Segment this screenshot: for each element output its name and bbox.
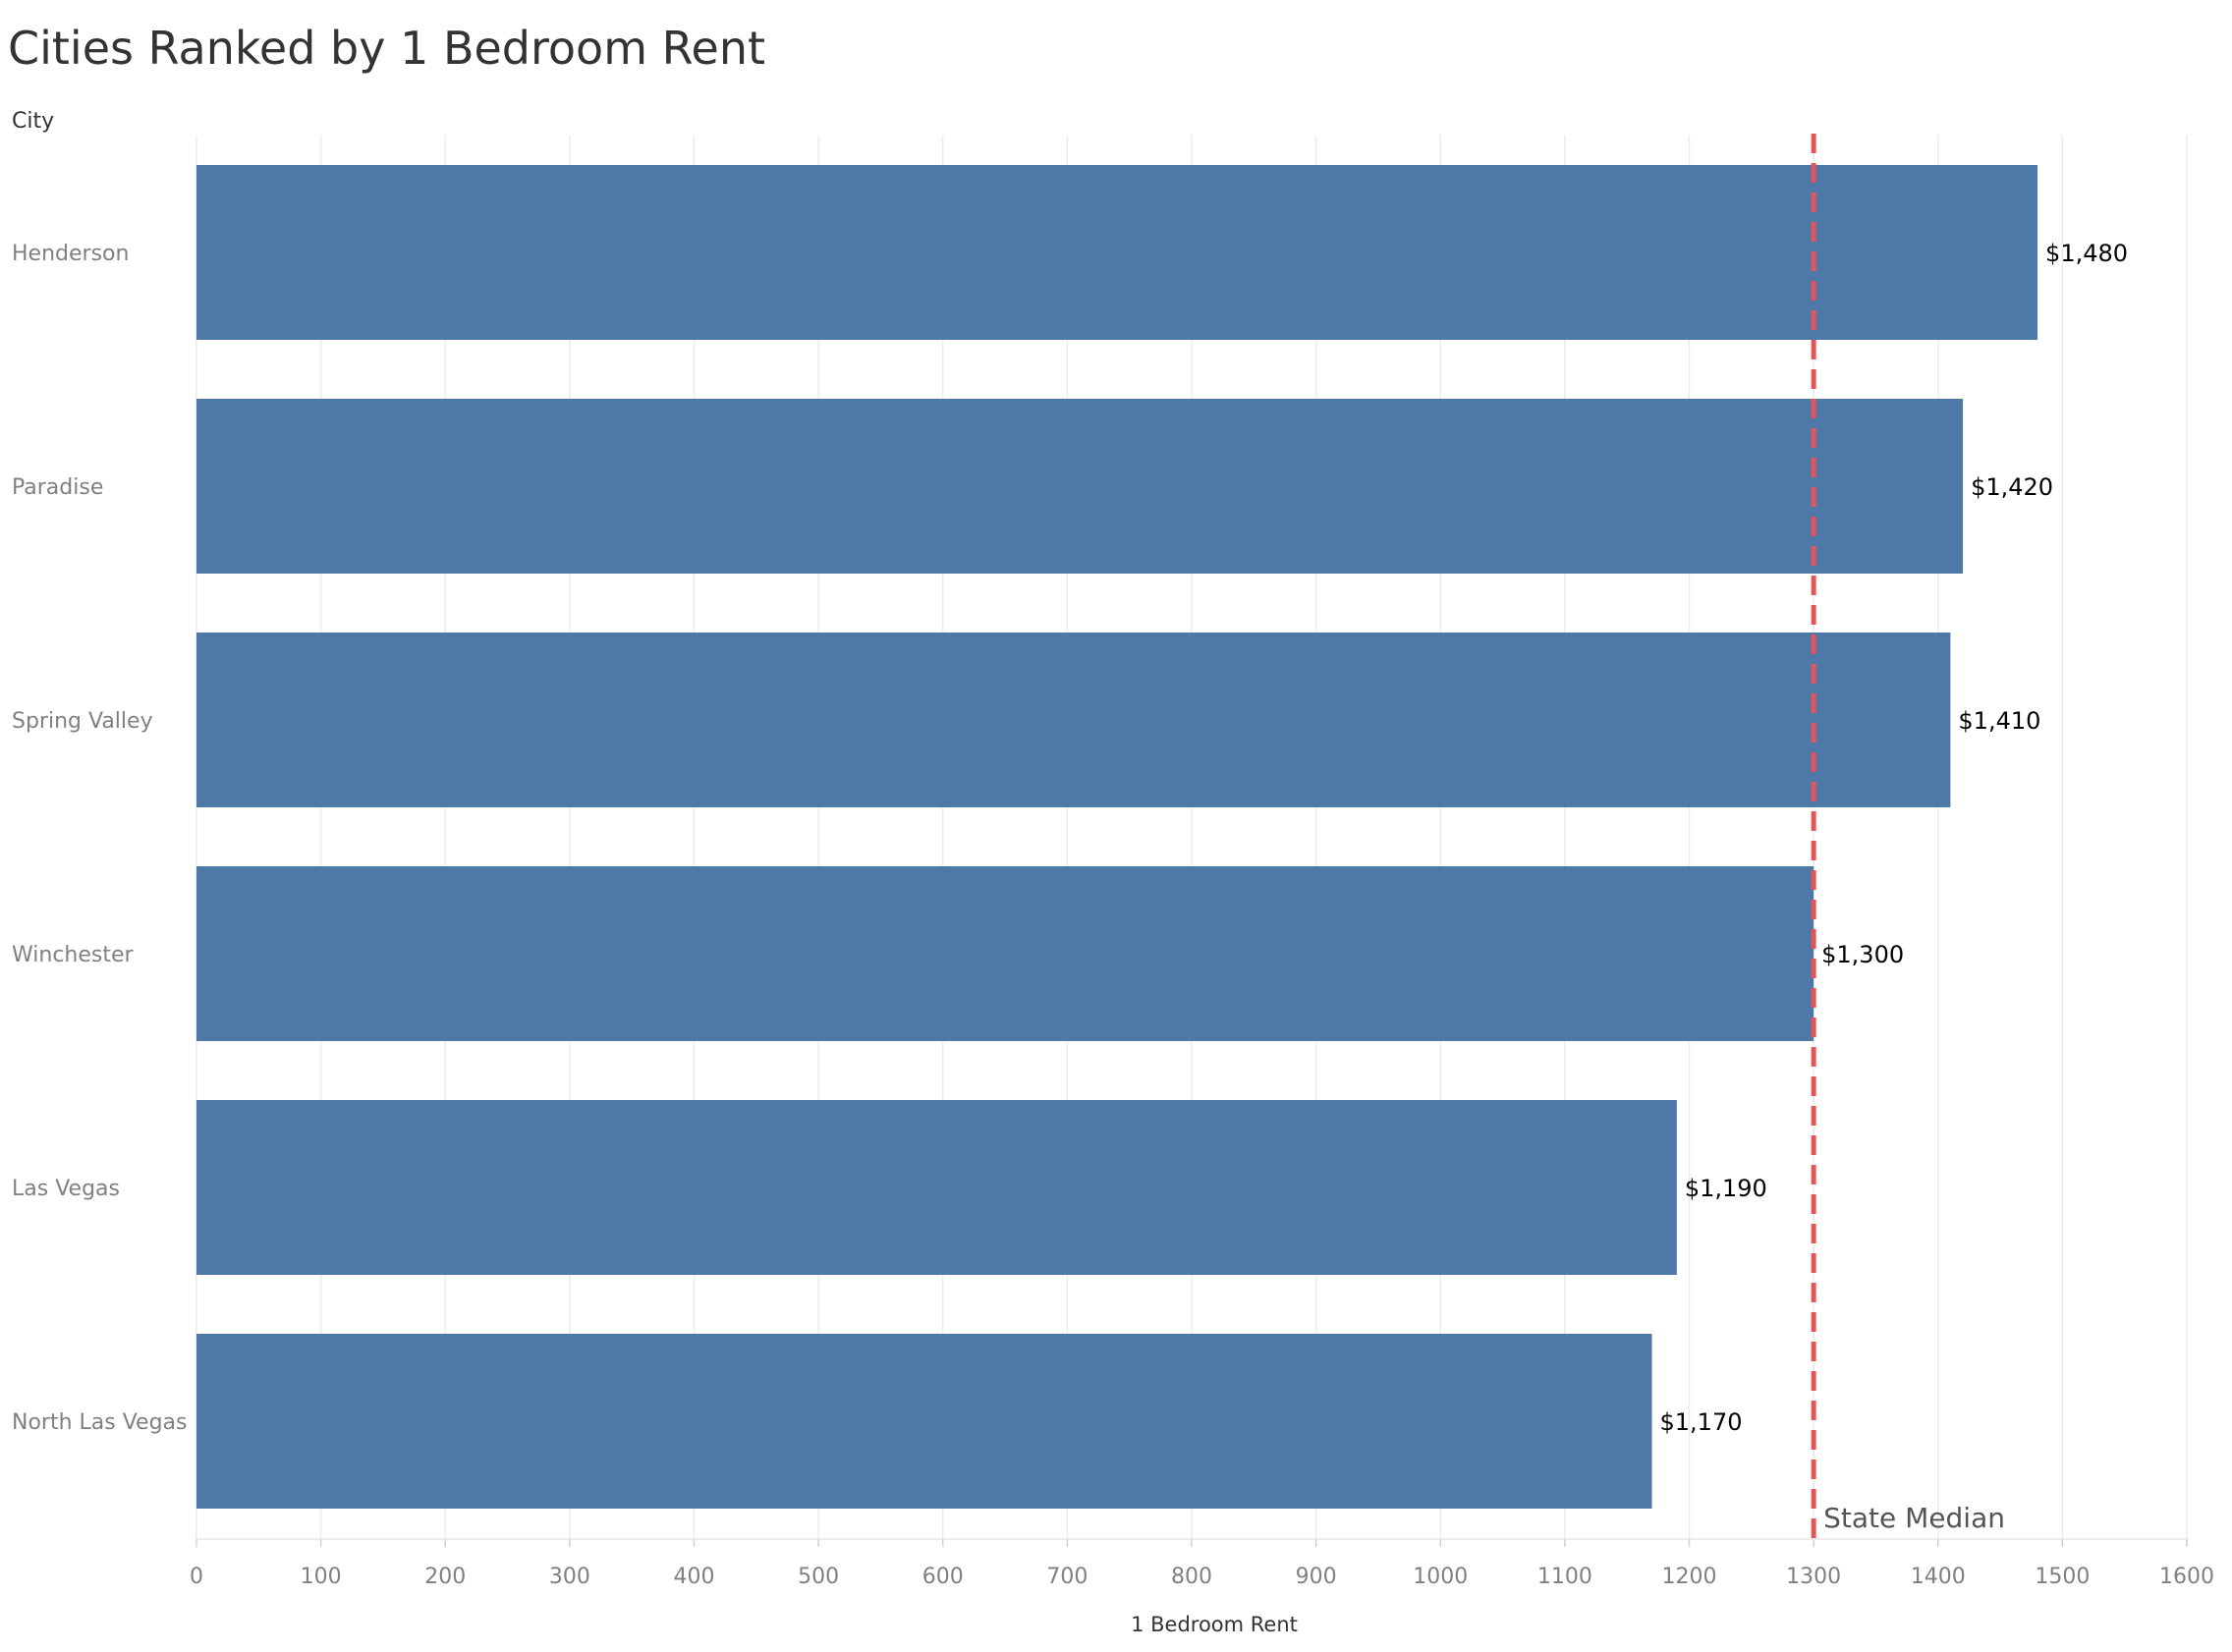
x-tick-label-0: 0 bbox=[190, 1565, 203, 1589]
bar-0 bbox=[196, 165, 2038, 340]
x-tick-label-200: 200 bbox=[424, 1565, 466, 1589]
x-tick-label-300: 300 bbox=[549, 1565, 590, 1589]
x-tick-label-800: 800 bbox=[1171, 1565, 1212, 1589]
chart-title: Cities Ranked by 1 Bedroom Rent bbox=[8, 22, 765, 75]
category-label-4: Las Vegas bbox=[12, 1177, 120, 1201]
value-labels: $1,480 $1,420 $1,410 $1,300 $1,190 $1,170 bbox=[1660, 240, 2129, 1436]
x-tick-label-1300: 1300 bbox=[1786, 1565, 1841, 1589]
x-tick-label-400: 400 bbox=[674, 1565, 715, 1589]
value-label-4: $1,190 bbox=[1685, 1175, 1767, 1202]
x-tick-label-900: 900 bbox=[1296, 1565, 1337, 1589]
bar-5 bbox=[196, 1334, 1652, 1509]
x-tick-label-1200: 1200 bbox=[1662, 1565, 1717, 1589]
category-label-2: Spring Valley bbox=[12, 709, 153, 734]
category-labels: Henderson Paradise Spring Valley Winchester… bbox=[12, 242, 188, 1435]
bar-1 bbox=[196, 399, 1964, 574]
x-tick-label-700: 700 bbox=[1046, 1565, 1088, 1589]
x-tick-label-100: 100 bbox=[301, 1565, 342, 1589]
bar-2 bbox=[196, 633, 1951, 807]
state-median-label: State Median bbox=[1823, 1502, 2005, 1534]
x-tick-label-1400: 1400 bbox=[1911, 1565, 1966, 1589]
x-tick-label-1100: 1100 bbox=[1537, 1565, 1592, 1589]
category-label-1: Paradise bbox=[12, 475, 103, 500]
category-label-0: Henderson bbox=[12, 242, 129, 266]
x-tick-label-600: 600 bbox=[922, 1565, 964, 1589]
x-tick-label-1600: 1600 bbox=[2159, 1565, 2214, 1589]
x-axis-title: 1 Bedroom Rent bbox=[1131, 1613, 1298, 1636]
reference-line-group: State Median bbox=[1811, 134, 2005, 1539]
category-label-3: Winchester bbox=[12, 943, 135, 967]
x-tick-label-500: 500 bbox=[798, 1565, 839, 1589]
bars bbox=[196, 165, 2038, 1509]
value-label-5: $1,170 bbox=[1660, 1408, 1743, 1436]
category-label-5: North Las Vegas bbox=[12, 1410, 188, 1435]
bar-3 bbox=[196, 866, 1814, 1041]
value-label-1: $1,420 bbox=[1971, 473, 2053, 501]
value-label-2: $1,410 bbox=[1958, 707, 2040, 735]
gridlines bbox=[195, 136, 2188, 1539]
value-label-3: $1,300 bbox=[1821, 941, 1904, 968]
x-tick-label-1500: 1500 bbox=[2035, 1565, 2090, 1589]
x-axis-ticks: 0 100 200 300 400 500 600 700 800 900 1000 1100 1200… bbox=[190, 1538, 2214, 1589]
bar-4 bbox=[196, 1100, 1677, 1275]
category-axis-header: City bbox=[12, 109, 54, 134]
value-label-0: $1,480 bbox=[2045, 240, 2128, 267]
x-tick-label-1000: 1000 bbox=[1413, 1565, 1468, 1589]
